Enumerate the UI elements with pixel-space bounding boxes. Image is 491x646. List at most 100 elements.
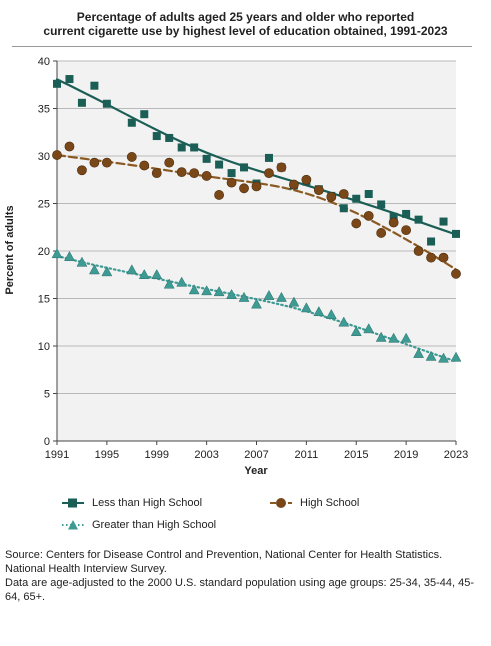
data-point-greater-than-high-school (325, 308, 337, 319)
legend-label-high-school: High School (300, 497, 360, 509)
data-point-high-school (226, 177, 237, 188)
x-tick-label: 2015 (344, 449, 368, 461)
data-point-high-school (201, 171, 212, 181)
data-point-less-than-high-school (439, 217, 448, 226)
data-point-greater-than-high-school (338, 316, 350, 327)
data-point-greater-than-high-school (350, 326, 362, 336)
data-point-high-school (388, 217, 399, 228)
y-tick-label: 10 (38, 341, 50, 353)
legend-greater-than-high-school: Greater than High School (60, 519, 216, 531)
legend-less-than-high-school: Less than High School (60, 497, 202, 509)
data-point-greater-than-high-school (363, 323, 375, 334)
legend-marker-square (62, 498, 84, 508)
source-line-1: Source: Centers for Disease Control and … (5, 549, 443, 575)
chart-title-line-1: Percentage of adults aged 25 years and o… (76, 10, 415, 24)
x-tick-label: 2007 (244, 449, 268, 461)
data-point-high-school (164, 157, 175, 168)
data-point-high-school (326, 191, 337, 202)
data-point-greater-than-high-school (375, 331, 387, 342)
data-point-high-school (301, 174, 312, 185)
data-point-greater-than-high-school (138, 269, 150, 279)
data-point-less-than-high-school (102, 99, 111, 108)
data-point-greater-than-high-school (251, 298, 262, 309)
x-tick-label: 2023 (444, 449, 468, 461)
source-note: Source: Centers for Disease Control and … (5, 548, 485, 604)
x-tick-label: 1999 (145, 449, 169, 461)
data-point-less-than-high-school (190, 143, 199, 152)
data-point-high-school (376, 228, 387, 238)
y-axis-label: Percent of adults (4, 205, 16, 294)
x-tick-label: 2019 (394, 449, 418, 461)
title-divider (12, 46, 472, 47)
data-point-greater-than-high-school (101, 266, 113, 277)
chart-plot: 0 5 10 15 20 25 30 35 40 1991 1995 1999 2003 2007 2011… (4, 56, 468, 477)
x-tick-label: 2011 (295, 449, 319, 461)
data-point-less-than-high-school (414, 215, 423, 224)
legend-marker-circle (270, 498, 292, 508)
chart-title: Percentage of adults aged 25 years and o… (0, 10, 491, 38)
data-point-greater-than-high-school (188, 284, 200, 295)
data-point-greater-than-high-school (450, 351, 462, 362)
data-point-high-school (313, 185, 324, 196)
legend-label-greater-than-high-school: Greater than High School (92, 519, 217, 531)
data-point-greater-than-high-school (176, 276, 188, 287)
data-point-high-school (214, 190, 224, 200)
data-point-high-school (89, 157, 100, 168)
data-point-high-school (338, 189, 349, 199)
data-point-greater-than-high-school (300, 302, 312, 313)
data-point-greater-than-high-school (201, 285, 213, 296)
data-point-greater-than-high-school (388, 332, 400, 343)
data-point-greater-than-high-school (163, 278, 175, 289)
y-tick-label: 35 (38, 104, 50, 116)
data-point-greater-than-high-school (51, 248, 63, 259)
source-line-2: Data are age-adjusted to the 2000 U.S. s… (5, 577, 475, 603)
data-point-less-than-high-school (264, 153, 273, 162)
data-point-high-school (52, 150, 62, 160)
data-point-greater-than-high-school (438, 352, 449, 363)
data-point-less-than-high-school (165, 133, 174, 142)
data-point-less-than-high-school (389, 212, 398, 221)
data-point-high-school (401, 225, 412, 235)
data-point-greater-than-high-school (151, 269, 163, 279)
trend-line-high-school (55, 153, 458, 271)
data-point-greater-than-high-school (425, 350, 437, 361)
data-point-high-school (251, 181, 262, 192)
data-point-less-than-high-school (377, 200, 386, 209)
grid-layer (57, 60, 456, 441)
data-point-less-than-high-school (177, 143, 186, 152)
data-point-high-school (363, 210, 374, 221)
data-point-greater-than-high-school (64, 250, 75, 261)
data-point-less-than-high-school (240, 163, 249, 172)
data-point-greater-than-high-school (313, 306, 325, 317)
data-point-greater-than-high-school (413, 347, 425, 358)
data-point-high-school (126, 152, 137, 162)
data-point-greater-than-high-school (226, 288, 237, 299)
data-point-high-school (151, 168, 162, 178)
data-point-greater-than-high-school (400, 332, 412, 343)
data-point-less-than-high-school (53, 79, 61, 88)
y-tick-label: 25 (38, 199, 50, 211)
x-axis-label: Year (244, 465, 268, 477)
data-point-high-school (276, 162, 287, 173)
data-point-high-school (413, 246, 424, 256)
chart-title-line-2: current cigarette use by highest level o… (43, 24, 448, 38)
marks-layer (51, 75, 462, 363)
x-tick-label: 1991 (45, 449, 69, 461)
data-point-less-than-high-school (77, 98, 86, 107)
data-point-high-school (189, 168, 200, 178)
data-point-less-than-high-school (127, 118, 136, 127)
data-point-greater-than-high-school (238, 291, 250, 302)
data-point-less-than-high-school (402, 209, 411, 218)
data-point-less-than-high-school (152, 132, 161, 141)
data-point-high-school (289, 179, 299, 190)
data-point-high-school (176, 167, 187, 178)
data-point-greater-than-high-school (288, 296, 300, 307)
data-point-high-school (64, 141, 75, 152)
y-tick-label: 20 (38, 246, 50, 258)
y-tick-label: 0 (44, 436, 50, 448)
data-point-less-than-high-school (452, 229, 460, 238)
y-tick-label: 30 (38, 151, 50, 163)
data-point-greater-than-high-school (263, 289, 275, 300)
data-point-less-than-high-school (90, 81, 99, 90)
data-point-greater-than-high-school (213, 286, 225, 297)
